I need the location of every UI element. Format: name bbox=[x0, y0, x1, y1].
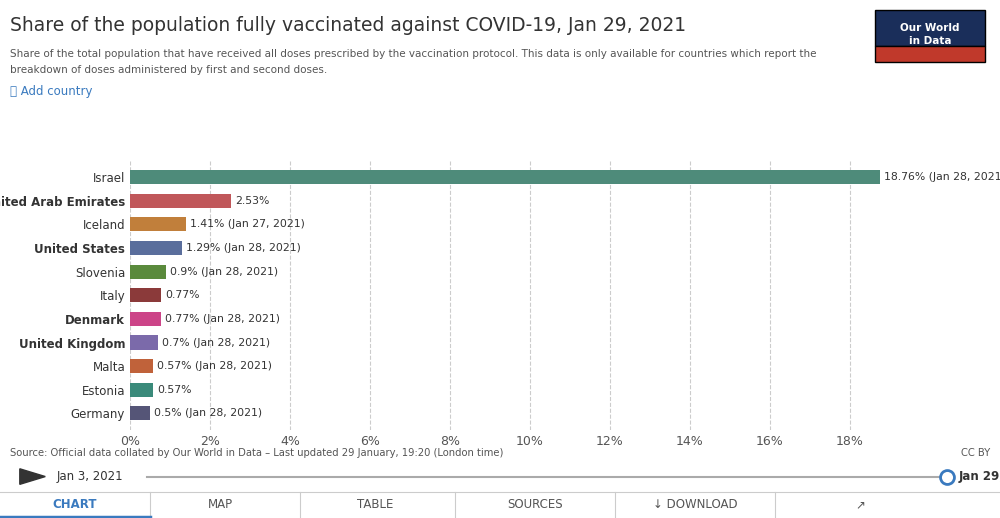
Bar bbox=[130, 194, 231, 208]
Text: Jan 3, 2021: Jan 3, 2021 bbox=[57, 470, 124, 483]
Text: SOURCES: SOURCES bbox=[507, 498, 563, 511]
Text: TABLE: TABLE bbox=[357, 498, 393, 511]
Text: 2.53%: 2.53% bbox=[235, 196, 270, 206]
Bar bbox=[130, 170, 880, 184]
Text: Source: Official data collated by Our World in Data – Last updated 29 January, 1: Source: Official data collated by Our Wo… bbox=[10, 448, 503, 458]
Text: 18.76% (Jan 28, 2021): 18.76% (Jan 28, 2021) bbox=[884, 172, 1000, 182]
Bar bbox=[130, 288, 161, 303]
Text: Jan 29, 2021: Jan 29, 2021 bbox=[959, 470, 1000, 483]
Text: Share of the total population that have received all doses prescribed by the vac: Share of the total population that have … bbox=[10, 49, 816, 59]
Text: ➕ Add country: ➕ Add country bbox=[10, 85, 92, 98]
Text: 0.77%: 0.77% bbox=[165, 290, 199, 300]
Text: Share of the population fully vaccinated against COVID-19, Jan 29, 2021: Share of the population fully vaccinated… bbox=[10, 16, 686, 35]
Text: MAP: MAP bbox=[207, 498, 233, 511]
Bar bbox=[130, 383, 153, 397]
Text: 0.7% (Jan 28, 2021): 0.7% (Jan 28, 2021) bbox=[162, 338, 270, 348]
Text: CC BY: CC BY bbox=[961, 448, 990, 458]
Text: CHART: CHART bbox=[53, 498, 97, 511]
Text: 1.29% (Jan 28, 2021): 1.29% (Jan 28, 2021) bbox=[186, 243, 300, 253]
Bar bbox=[130, 312, 161, 326]
Text: ↗: ↗ bbox=[855, 498, 865, 511]
Bar bbox=[130, 359, 153, 373]
Text: 0.9% (Jan 28, 2021): 0.9% (Jan 28, 2021) bbox=[170, 267, 278, 277]
Text: 0.57%: 0.57% bbox=[157, 385, 191, 395]
Text: Our World: Our World bbox=[900, 23, 960, 34]
FancyBboxPatch shape bbox=[875, 10, 985, 46]
Bar bbox=[130, 265, 166, 279]
Bar bbox=[130, 406, 150, 421]
Text: 0.77% (Jan 28, 2021): 0.77% (Jan 28, 2021) bbox=[165, 314, 280, 324]
Text: in Data: in Data bbox=[909, 36, 951, 47]
FancyBboxPatch shape bbox=[875, 46, 985, 62]
Text: 0.5% (Jan 28, 2021): 0.5% (Jan 28, 2021) bbox=[154, 408, 262, 419]
Text: 0.57% (Jan 28, 2021): 0.57% (Jan 28, 2021) bbox=[157, 361, 272, 371]
Bar bbox=[130, 241, 182, 255]
Bar bbox=[130, 336, 158, 350]
Text: breakdown of doses administered by first and second doses.: breakdown of doses administered by first… bbox=[10, 65, 327, 75]
Bar bbox=[130, 217, 186, 232]
Polygon shape bbox=[20, 469, 45, 484]
Text: ↓ DOWNLOAD: ↓ DOWNLOAD bbox=[653, 498, 737, 511]
Text: 1.41% (Jan 27, 2021): 1.41% (Jan 27, 2021) bbox=[190, 220, 305, 229]
